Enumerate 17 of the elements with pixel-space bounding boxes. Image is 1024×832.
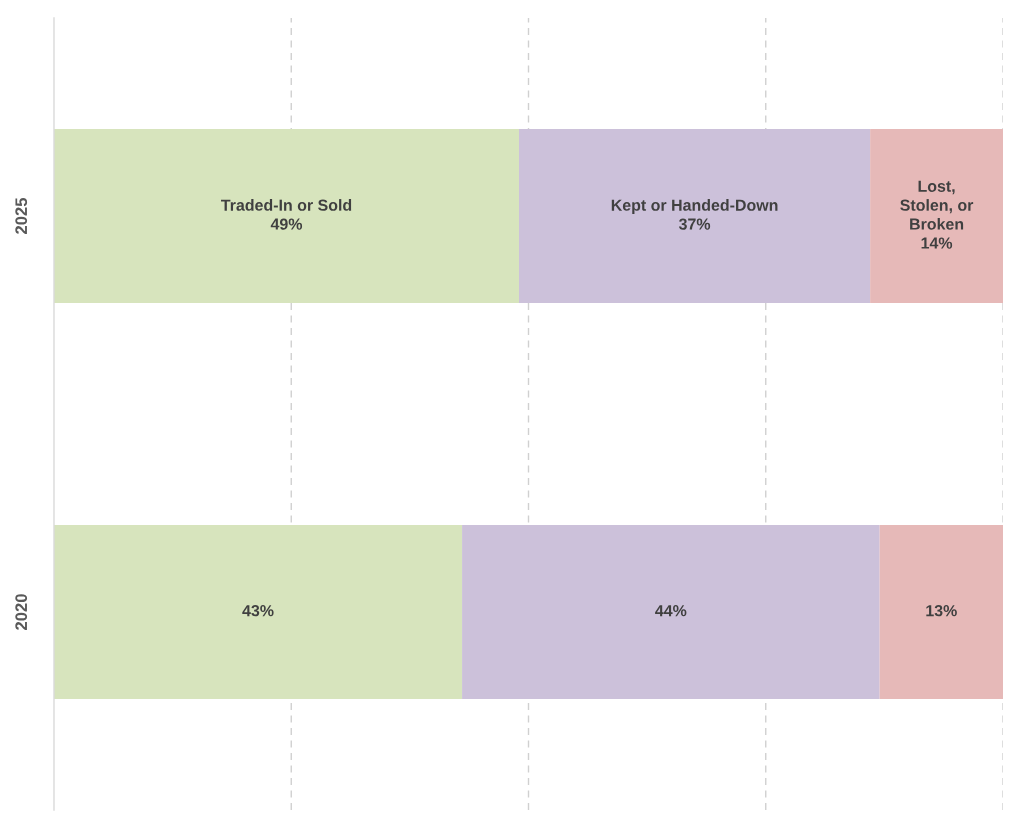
y-tick-label: 2025 xyxy=(15,197,28,234)
series-label: Kept or Handed-Down xyxy=(611,199,778,214)
bar xyxy=(879,524,1003,700)
bar xyxy=(54,524,463,700)
data-label: 44% xyxy=(655,605,687,617)
bar xyxy=(54,128,520,304)
data-label: 14% xyxy=(921,237,953,249)
data-label: 13% xyxy=(926,604,957,617)
series-label: Lost, Stolen, or Broken xyxy=(900,180,974,230)
bar xyxy=(462,524,880,700)
data-label: 49% xyxy=(270,218,303,230)
series-label: Traded-In or Sold xyxy=(221,199,352,211)
bar xyxy=(519,128,871,304)
y-tick-label: 2020 xyxy=(15,594,28,630)
data-label: 37% xyxy=(678,218,711,230)
bar xyxy=(870,128,1003,304)
data-label: 43% xyxy=(242,604,274,617)
